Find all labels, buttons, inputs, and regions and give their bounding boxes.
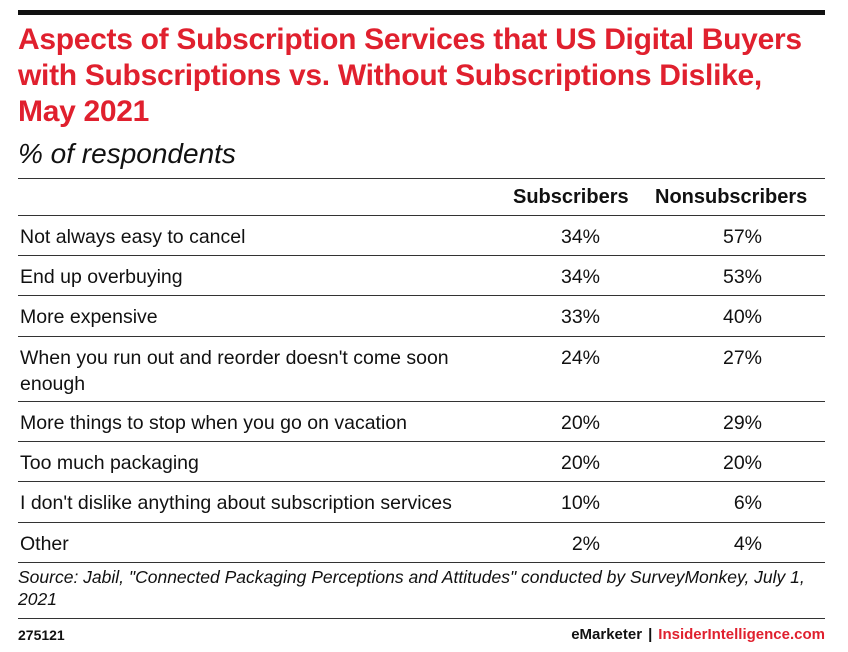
table-bottom-rule <box>18 562 825 563</box>
cell-nonsubscribers: 20% <box>722 452 762 474</box>
top-bar <box>18 10 825 15</box>
row-rule <box>18 336 825 337</box>
row-rule <box>18 401 825 402</box>
cell-subscribers: 34% <box>560 266 600 288</box>
row-label: More things to stop when you go on vacat… <box>20 412 407 434</box>
cell-nonsubscribers: 53% <box>722 266 762 288</box>
column-header-subscribers: Subscribers <box>513 186 629 208</box>
cell-nonsubscribers: 27% <box>722 347 762 369</box>
chart-id: 275121 <box>18 627 65 643</box>
cell-nonsubscribers: 4% <box>733 533 762 555</box>
row-label: Other <box>20 533 69 555</box>
brand-emarketer: eMarketer <box>571 626 643 643</box>
cell-subscribers: 24% <box>560 347 600 369</box>
brand: eMarketer | InsiderIntelligence.com <box>571 626 825 644</box>
cell-subscribers: 10% <box>560 492 600 514</box>
cell-subscribers: 20% <box>560 452 600 474</box>
cell-subscribers: 33% <box>560 306 600 328</box>
cell-subscribers: 34% <box>560 226 600 248</box>
cell-nonsubscribers: 29% <box>722 412 762 434</box>
row-label: Not always easy to cancel <box>20 226 246 248</box>
row-rule <box>18 255 825 256</box>
cell-nonsubscribers: 6% <box>733 492 762 514</box>
cell-subscribers: 2% <box>571 533 600 555</box>
row-label: More expensive <box>20 306 158 328</box>
row-label: End up overbuying <box>20 266 183 288</box>
row-label: When you run out and reorder doesn't com… <box>20 347 449 395</box>
chart-title: Aspects of Subscription Services that US… <box>18 23 802 128</box>
footer-rule <box>18 618 825 619</box>
row-rule <box>18 441 825 442</box>
chart-subtitle: % of respondents <box>18 138 236 169</box>
row-rule <box>18 215 825 216</box>
row-rule <box>18 481 825 482</box>
brand-separator: | <box>648 626 653 643</box>
brand-insiderintelligence: InsiderIntelligence.com <box>658 626 825 643</box>
row-rule <box>18 522 825 523</box>
row-label: I don't dislike anything about subscript… <box>20 492 452 514</box>
column-header-nonsubscribers: Nonsubscribers <box>655 186 808 208</box>
header-top-rule <box>18 178 825 179</box>
cell-nonsubscribers: 57% <box>722 226 762 248</box>
row-label: Too much packaging <box>20 452 199 474</box>
source-note: Source: Jabil, "Connected Packaging Perc… <box>18 567 805 609</box>
cell-subscribers: 20% <box>560 412 600 434</box>
cell-nonsubscribers: 40% <box>722 306 762 328</box>
row-rule <box>18 295 825 296</box>
